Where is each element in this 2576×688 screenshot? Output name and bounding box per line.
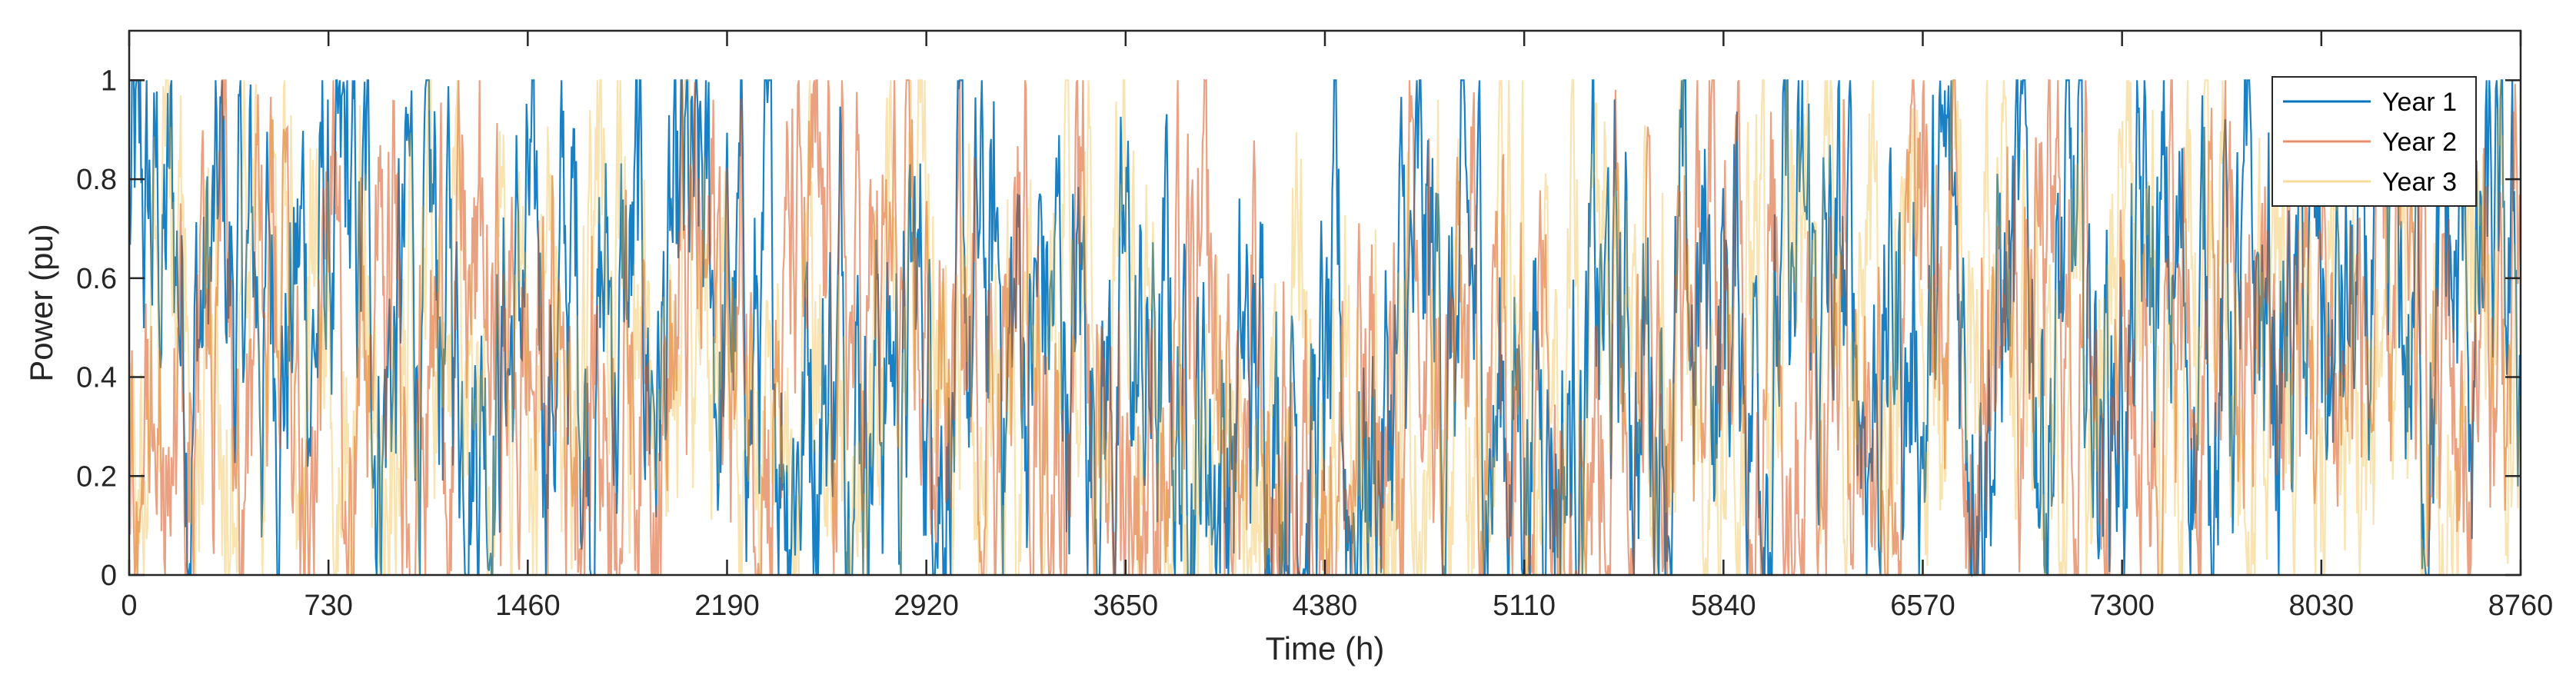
- x-tick-label: 5840: [1691, 590, 1756, 622]
- y-tick-label: 0: [101, 560, 117, 592]
- series-line-3: [128, 79, 2522, 578]
- x-tick-label: 0: [121, 590, 137, 622]
- series-line-1: [128, 79, 2522, 577]
- x-tick-label: 4380: [1293, 590, 1358, 622]
- x-tick-label: 5110: [1493, 590, 1556, 622]
- legend-label: Year 1: [2382, 88, 2457, 117]
- series-line-2: [128, 77, 2522, 577]
- x-tick-label: 2190: [694, 590, 760, 622]
- x-tick-label: 730: [304, 590, 352, 622]
- x-tick-label: 6570: [1890, 590, 1955, 622]
- x-tick-label: 2920: [894, 590, 959, 622]
- x-tick-label: 8760: [2488, 590, 2554, 622]
- legend-label: Year 3: [2382, 168, 2457, 197]
- y-tick-label: 0.6: [76, 263, 117, 295]
- legend: Year 1 Year 2 Year 3: [2271, 76, 2477, 207]
- legend-label: Year 2: [2382, 128, 2457, 157]
- x-tick-label: 7300: [2089, 590, 2155, 622]
- y-tick-label: 0.8: [76, 164, 117, 196]
- x-tick-label: 3650: [1093, 590, 1159, 622]
- y-tick-label: 1: [101, 65, 117, 97]
- ticks-layer: 0 730 1460 2190 2920 3650 4380 5110 5840 6570 7300…: [76, 31, 2553, 622]
- series-layer: [128, 77, 2522, 578]
- x-tick-label: 1460: [495, 590, 561, 622]
- y-axis-title: Power (pu): [23, 224, 59, 381]
- x-axis-title: Time (h): [1266, 630, 1385, 666]
- x-tick-label: 8030: [2289, 590, 2355, 622]
- y-tick-label: 0.4: [76, 362, 117, 394]
- y-tick-label: 0.2: [76, 460, 117, 493]
